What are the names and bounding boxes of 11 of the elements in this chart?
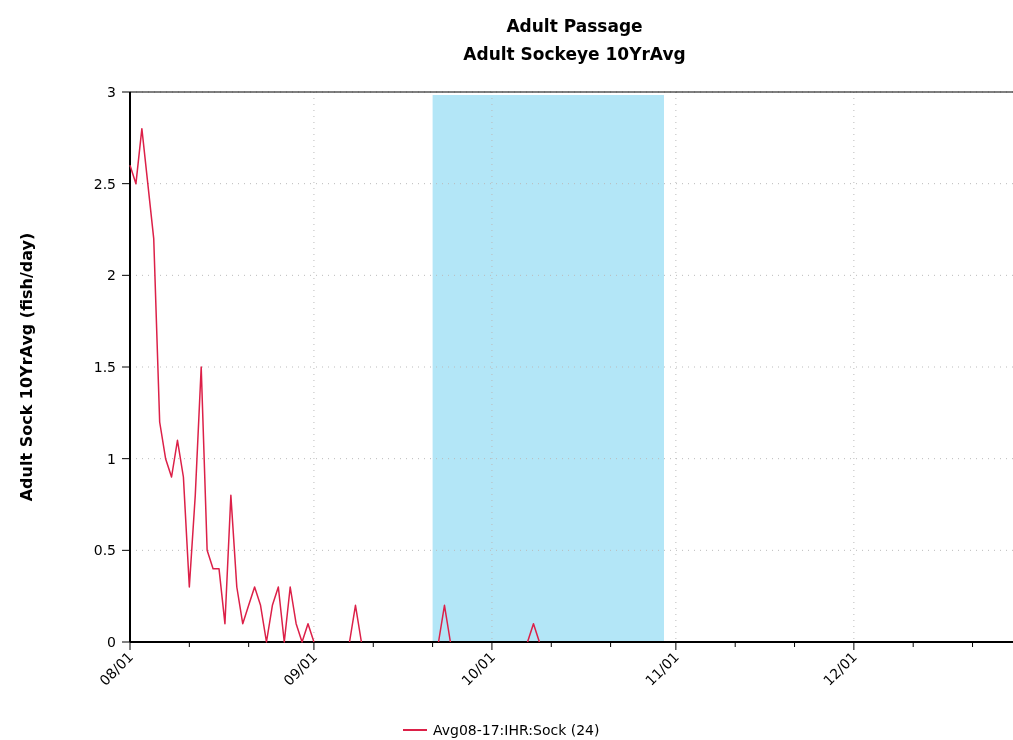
y-tick-label: 3 xyxy=(107,84,116,100)
chart-subtitle: Adult Sockeye 10YrAvg xyxy=(463,44,686,64)
y-tick-label: 1.5 xyxy=(93,359,116,375)
y-tick-label: 2 xyxy=(107,267,116,284)
y-tick-label: 0.5 xyxy=(93,542,116,559)
legend-label: Avg08-17:IHR:Sock (24) xyxy=(433,722,600,738)
chart-title: Adult Passage xyxy=(506,16,643,36)
y-axis-title: Adult Sock 10YrAvg (fish/day) xyxy=(17,232,36,502)
y-tick-label: 1 xyxy=(107,450,116,467)
y-tick-label: 2.5 xyxy=(93,175,116,192)
y-tick-label: 0 xyxy=(107,634,116,650)
